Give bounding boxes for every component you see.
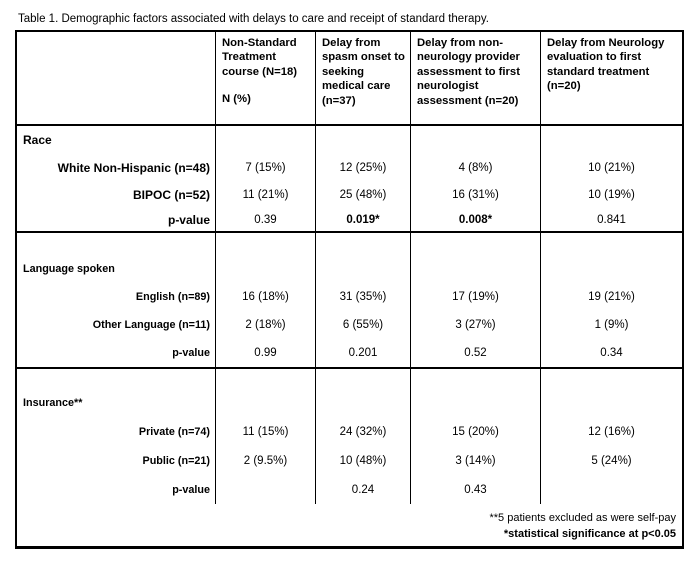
empty-cell (216, 369, 316, 417)
header-cell-nonstandard-course: Non-Standard Treatment course (N=18) N (… (216, 32, 316, 124)
data-cell-pvalue-significant: 0.019* (316, 208, 411, 231)
data-cell-pvalue: 0.841 (597, 213, 626, 226)
data-cell: 24 (32%) (316, 417, 411, 446)
header-spacer (222, 79, 310, 92)
data-cell: 10 (19%) (588, 188, 635, 201)
section-language: Language spoken English (n=89) 16 (18%) … (17, 233, 682, 369)
empty-cell (541, 233, 682, 283)
header-cell-delay-nonneurology: Delay from non-neurology provider assess… (411, 32, 541, 124)
empty-cell (216, 126, 316, 154)
header-cell-rowlabels (17, 32, 216, 124)
empty-cell (316, 369, 411, 417)
data-cell: 15 (20%) (411, 417, 541, 446)
data-cell-pvalue (541, 475, 682, 504)
empty-cell (411, 369, 541, 417)
header-cell-delay-spasm-onset: Delay from spasm onset to seeking medica… (316, 32, 411, 124)
data-cell: 1 (9%) (594, 319, 629, 331)
data-cell: 2 (9.5%) (216, 446, 316, 475)
footnote-self-pay: **5 patients excluded as were self-pay (489, 512, 677, 524)
data-cell: 11 (15%) (216, 417, 316, 446)
empty-cell (316, 233, 411, 283)
data-cell: 6 (55%) (316, 311, 411, 339)
data-cell: 10 (21%) (588, 161, 635, 174)
empty-cell (216, 233, 316, 283)
data-cell-pvalue: 0.52 (411, 339, 541, 367)
data-cell: 2 (18%) (216, 311, 316, 339)
data-cell: 19 (21%) (588, 291, 635, 303)
row-label-bipoc: BIPOC (n=52) (17, 181, 216, 208)
data-cell: 16 (18%) (216, 283, 316, 311)
row-label-pvalue-race: p-value (17, 208, 216, 231)
row-label-public: Public (n=21) (17, 446, 216, 475)
row-label-pvalue-insurance: p-value (17, 475, 216, 504)
data-cell: 12 (25%) (316, 154, 411, 181)
data-cell: 17 (19%) (411, 283, 541, 311)
data-cell: 3 (27%) (411, 311, 541, 339)
data-cell: 10 (48%) (316, 446, 411, 475)
data-cell-pvalue-significant: 0.008* (411, 208, 541, 231)
section-race: Race White Non-Hispanic (n=48) 7 (15%) 1… (17, 126, 682, 233)
data-cell: 3 (14%) (411, 446, 541, 475)
data-cell-pvalue: 0.34 (600, 347, 623, 359)
data-cell-pvalue: 0.43 (411, 475, 541, 504)
section-label-language: Language spoken (17, 233, 216, 283)
table-footnotes: **5 patients excluded as were self-pay *… (17, 504, 682, 547)
data-cell: 4 (8%) (411, 154, 541, 181)
data-cell: 7 (15%) (216, 154, 316, 181)
footnote-significance: *statistical significance at p<0.05 (503, 528, 676, 540)
empty-cell (411, 233, 541, 283)
data-cell-pvalue (216, 475, 316, 504)
section-label-insurance: Insurance** (17, 369, 216, 417)
empty-cell (541, 126, 682, 154)
data-cell-pvalue: 0.201 (316, 339, 411, 367)
data-cell-pvalue: 0.99 (216, 339, 316, 367)
section-insurance: Insurance** Private (n=74) 11 (15%) 24 (… (17, 369, 682, 504)
row-label-white-non-hispanic: White Non-Hispanic (n=48) (17, 154, 216, 181)
empty-cell (541, 369, 682, 417)
header-cell-title: Non-Standard Treatment course (N=18) (222, 37, 298, 78)
demographics-table: Non-Standard Treatment course (N=18) N (… (15, 30, 684, 549)
data-cell: 16 (31%) (411, 181, 541, 208)
data-cell-pvalue: 0.39 (216, 208, 316, 231)
row-label-private: Private (n=74) (17, 417, 216, 446)
row-label-pvalue-language: p-value (17, 339, 216, 367)
row-label-other-language: Other Language (n=11) (17, 311, 216, 339)
empty-cell (316, 126, 411, 154)
data-cell: 5 (24%) (591, 454, 632, 467)
table-caption: Table 1. Demographic factors associated … (18, 13, 489, 25)
data-cell: 11 (21%) (216, 181, 316, 208)
empty-cell (411, 126, 541, 154)
data-cell: 12 (16%) (588, 425, 635, 438)
header-cell-delay-neurology: Delay from Neurology evaluation to first… (547, 37, 665, 93)
header-row: Non-Standard Treatment course (N=18) N (… (17, 32, 682, 126)
header-cell-subtitle: N (%) (222, 93, 251, 106)
row-label-english: English (n=89) (17, 283, 216, 311)
data-cell-pvalue: 0.24 (316, 475, 411, 504)
section-label-race: Race (17, 126, 216, 154)
data-cell: 31 (35%) (316, 283, 411, 311)
data-cell: 25 (48%) (316, 181, 411, 208)
